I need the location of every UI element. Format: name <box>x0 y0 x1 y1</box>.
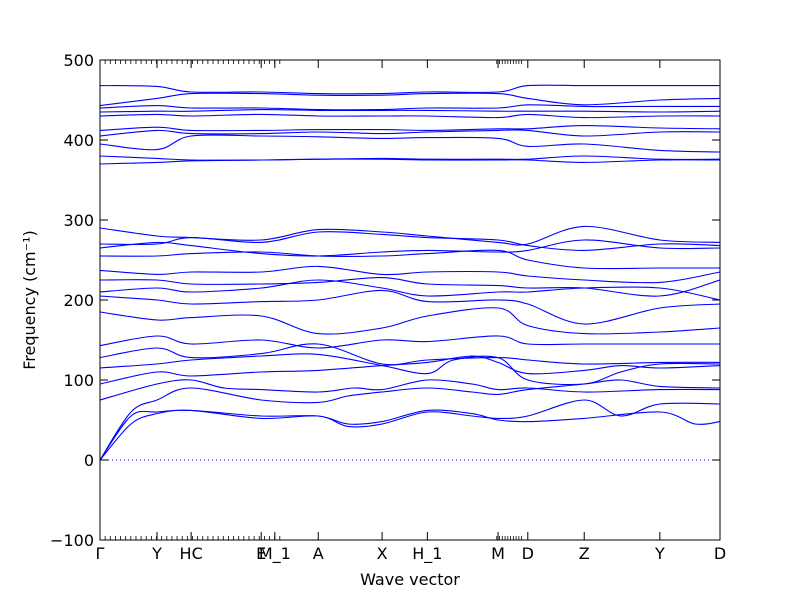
y-tick-label: 400 <box>63 131 94 150</box>
y-tick-label: 0 <box>84 451 94 470</box>
phonon-branch-11 <box>100 279 720 301</box>
x-tick-label: M <box>491 544 505 563</box>
y-tick-label: 500 <box>63 51 94 70</box>
x-tick-label: D <box>714 544 726 563</box>
x-tick-label: H_1 <box>412 544 442 564</box>
phonon-branch-13 <box>100 265 720 284</box>
plot-area <box>100 84 720 461</box>
phonon-branch-22 <box>100 125 720 132</box>
x-tick-label: HC <box>180 544 203 563</box>
x-tick-label: Y <box>151 544 162 563</box>
x-tick-label: A <box>313 544 324 563</box>
x-tick-label: Z <box>579 544 590 563</box>
phonon-branch-8 <box>100 335 720 349</box>
phonon-branch-12 <box>100 277 720 297</box>
phonon-branch-27 <box>100 84 720 95</box>
y-tick-label: 300 <box>63 211 94 230</box>
y-tick-label: 200 <box>63 291 94 310</box>
phonon-branch-20 <box>100 134 720 153</box>
y-tick-label: 100 <box>63 371 94 390</box>
phonon-branch-6 <box>100 353 720 386</box>
phonon-branch-10 <box>100 289 720 325</box>
phonon-branch-3 <box>100 379 720 461</box>
x-tick-label: Y <box>654 544 665 563</box>
x-tick-label: Γ <box>96 544 105 563</box>
phonon-branch-26 <box>100 92 720 107</box>
x-tick-label: D <box>522 544 534 563</box>
phonon-branch-4 <box>100 379 720 401</box>
y-axis: −100 0 100 200 300 400 500 <box>50 51 720 550</box>
phonon-branch-24 <box>100 109 720 113</box>
y-tick-label: −100 <box>50 531 94 550</box>
phonon-branch-18 <box>100 158 720 165</box>
y-axis-label: Frequency (cm⁻¹) <box>20 230 39 369</box>
phonon-branch-15 <box>100 239 720 257</box>
phonon-branch-17 <box>100 225 720 246</box>
phonon-branch-23 <box>100 113 720 119</box>
phonon-branch-2 <box>100 399 720 461</box>
phonon-branch-21 <box>100 129 720 137</box>
x-tick-label: X <box>377 544 388 563</box>
x-tick-label: E <box>256 544 266 563</box>
phonon-branch-5 <box>100 355 720 385</box>
x-tick-label: M_1 <box>259 544 291 564</box>
phonon-branch-25 <box>100 104 720 111</box>
phonon-branch-9 <box>100 307 720 335</box>
phonon-branch-19 <box>100 155 720 161</box>
x-axis: Γ Y HC EM_1 A X H_1 M D Z Y D <box>96 60 726 564</box>
phonon-branch-7 <box>100 343 720 366</box>
x-axis-label: Wave vector <box>360 570 460 589</box>
phonon-branch-14 <box>100 249 720 270</box>
